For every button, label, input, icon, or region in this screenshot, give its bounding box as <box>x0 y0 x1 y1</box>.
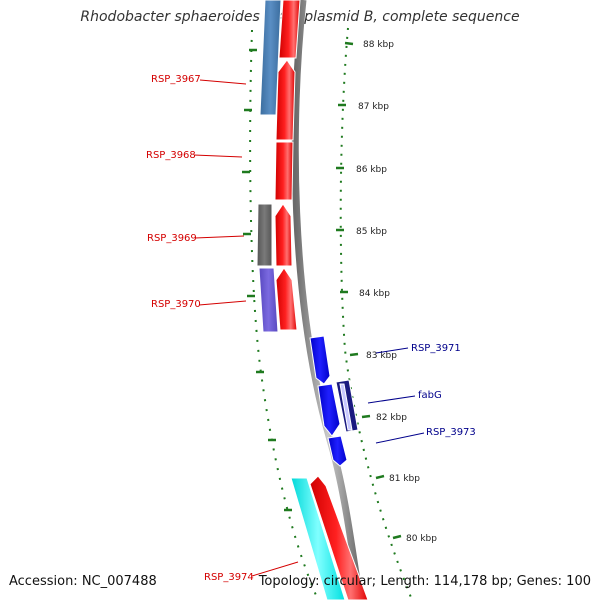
gene-block-red-2 <box>275 59 296 141</box>
gene-block-stripe-fabg <box>339 383 353 431</box>
topology-text: Topology: circular <box>258 574 372 589</box>
kbp-label-81: 81 kbp <box>389 474 420 484</box>
gene-block-red-6 <box>309 475 369 600</box>
left-gene-blocks <box>256 0 346 600</box>
gene-label-rsp-3973[interactable]: RSP_3973 <box>426 427 476 438</box>
leader-rsp-3970 <box>198 300 247 306</box>
leader-rsp-3969 <box>194 235 245 239</box>
right-gene-blocks <box>309 335 359 467</box>
summary-text: Topology: circular; Length: 114,178 bp; … <box>258 574 591 589</box>
gene-block-blue-rsp3973 <box>327 435 348 467</box>
gene-block-steelblue <box>259 0 282 116</box>
accession-text: Accession: NC_007488 <box>9 574 157 589</box>
gene-label-fabg[interactable]: fabG <box>418 390 442 401</box>
leader-rsp-3974 <box>251 561 299 577</box>
length-text: Length: 114,178 bp <box>380 574 509 589</box>
major-ticks <box>242 41 402 540</box>
kbp-label-80: 80 kbp <box>406 534 437 544</box>
kbp-label-83: 83 kbp <box>366 351 397 361</box>
leader-rsp-3973 <box>375 432 425 444</box>
gene-block-gray <box>256 203 273 267</box>
kbp-label-84: 84 kbp <box>359 289 390 299</box>
genome-backbone <box>291 0 364 600</box>
kbp-label-85: 85 kbp <box>356 227 387 237</box>
kbp-label-88: 88 kbp <box>363 40 394 50</box>
genes-count-text: Genes: 100 <box>516 574 591 589</box>
gene-block-red-1 <box>278 0 301 59</box>
gene-block-slate <box>258 267 279 333</box>
gene-block-blue-rsp3971 <box>309 335 331 385</box>
gene-label-rsp-3967[interactable]: RSP_3967 <box>151 74 201 85</box>
leader-fabg <box>367 395 416 404</box>
gene-label-rsp-3969[interactable]: RSP_3969 <box>147 233 197 244</box>
leader-rsp-3967 <box>199 79 247 85</box>
leader-rsp-3968 <box>193 154 243 158</box>
gene-block-blue-fabg <box>317 383 341 437</box>
gene-label-rsp-3970[interactable]: RSP_3970 <box>151 299 201 310</box>
gene-block-cyan <box>290 477 346 600</box>
red-gene-blocks <box>274 0 369 600</box>
outer-tick-ring <box>339 27 413 600</box>
gene-label-rsp-3971[interactable]: RSP_3971 <box>411 343 461 354</box>
kbp-label-86: 86 kbp <box>356 165 387 175</box>
gene-block-red-3 <box>274 141 294 201</box>
gene-block-red-5 <box>275 267 298 331</box>
leader-rsp-3971 <box>375 347 409 354</box>
gene-block-red-4 <box>274 203 293 267</box>
gene-label-rsp-3974[interactable]: RSP_3974 <box>204 572 254 583</box>
kbp-label-87: 87 kbp <box>358 102 389 112</box>
kbp-label-82: 82 kbp <box>376 413 407 423</box>
gene-label-rsp-3968[interactable]: RSP_3968 <box>146 150 196 161</box>
